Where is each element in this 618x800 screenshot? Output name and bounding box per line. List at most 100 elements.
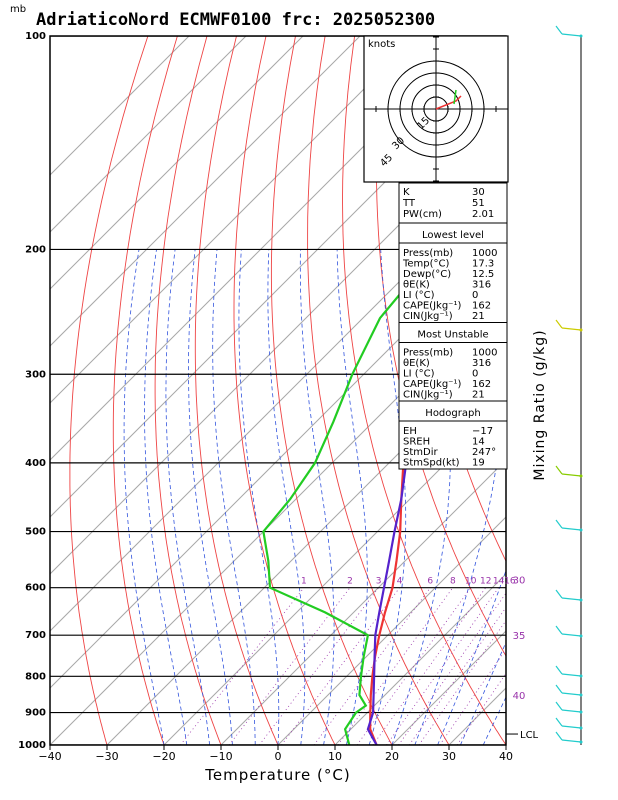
lowest-level-row-value: 0 [472,290,478,301]
wind-barb-dot [579,693,583,697]
lowest-level-heading: Lowest level [422,230,484,241]
moist-adiabat-line [144,249,188,745]
moist-adiabat-line [336,249,368,745]
wind-barb-flag [555,465,563,475]
moist-adiabats [123,249,506,745]
mixing-ratio-line [372,587,487,745]
wind-barb-flag [555,665,563,675]
y-tick-label: 400 [25,458,46,469]
lowest-level-row-value: 21 [472,311,485,322]
theta-labels: 35 40 30 [513,576,526,702]
lowest-level-row-label: CIN(Jkg⁻¹) [403,311,453,322]
x-tick-label: −40 [38,750,61,763]
isotherm-line [50,36,247,233]
x-tick-label: 0 [275,750,282,763]
hodograph-trace [453,89,457,105]
isotherm-line [163,402,506,745]
hodograph-stats-row-label: StmSpd(kt) [403,458,460,469]
right-axis-label: Mixing Ratio (g/kg) [532,329,548,480]
most-unstable-row-label: LI (°C) [403,369,435,380]
isotherm-line [50,36,304,290]
x-axis-label: Temperature (°C) [204,766,350,784]
isotherm-line [334,573,506,745]
hodograph-stats-row-value: 247° [472,447,496,458]
index-row-label: PW(cm) [403,209,442,220]
mixing-ratio-line [439,648,506,745]
mixing-ratio-line [418,619,506,745]
hodograph-trace [435,95,462,110]
hodograph-stats-box [398,400,508,470]
lowest-level-row-label: Dewp(°C) [403,269,451,280]
wind-barb [561,739,582,743]
mixing-ratio-line [386,587,499,745]
lowest-level-row-label: LI (°C) [403,290,435,301]
lowest-level-row-label: Temp(°C) [402,259,450,270]
x-tick-label: −30 [95,750,118,763]
index-row-label: TT [402,198,416,209]
y-tick-label: 700 [25,630,46,641]
dry-adiabat-line [112,36,178,745]
hodograph-stats-row-value: 14 [472,437,485,448]
dry-adiabat-line [342,36,506,745]
moist-adiabat-line [267,249,306,745]
mixing-ratio-label: 6 [427,577,433,587]
wind-barb-dot [579,34,583,38]
dry-adiabats [69,36,506,745]
lowest-level-row-value: 17.3 [472,259,494,270]
y-tick-label: 600 [25,583,46,594]
moist-adiabat-line [165,249,210,745]
theta-label: 35 [513,631,526,642]
y-tick-label: 800 [25,671,46,682]
x-tick-label: 40 [499,750,513,763]
mixing-ratio-line [356,587,472,745]
wind-barb [561,633,582,637]
wind-barb [561,673,582,677]
lowest-level-row-label: Press(mb) [403,248,453,259]
lowest-level-row-label: θE(K) [403,280,430,291]
mixing-ratio-line [313,587,431,745]
hodograph-stats-row-label: EH [403,426,417,437]
theta-label: 40 [513,691,526,702]
wind-barb-dot [579,598,583,602]
indices-panel: K 30 TT 51 PW(cm) 2.01 Lowest level Press(mb) 10… [398,182,508,470]
wind-barb [561,725,582,729]
mixing-ratio-line [281,587,400,745]
chart-title: AdriaticoNord ECMWF0100 frc: 2025052300 [36,10,436,30]
lowest-level-row-value: 1000 [472,248,497,259]
most-unstable-row-value: 316 [472,358,491,369]
isotherm-line [50,36,190,176]
mixing-ratio-lines [180,587,506,745]
moist-adiabat-line [299,249,335,745]
hodograph-unit-label: knots [368,39,395,50]
mixing-ratio-label: 8 [450,577,456,587]
index-row-value: 30 [472,187,485,198]
lowest-level-row-label: CAPE(Jkg⁻¹) [403,301,461,312]
x-axis-ticks: −40 −30 −20 −10 0 10 20 30 40 [38,745,513,763]
y-tick-label: 500 [25,527,46,538]
mixing-ratio-label: 16 [504,577,516,587]
wind-barb [561,473,582,477]
hodograph-stats-heading: Hodograph [425,408,480,419]
x-tick-label: −10 [209,750,232,763]
most-unstable-box [398,322,508,402]
y-tick-label: 900 [25,708,46,719]
index-row-value: 2.01 [472,209,494,220]
y-tick-label: 1000 [18,740,46,751]
x-tick-label: 20 [385,750,399,763]
wind-barb-dot [579,528,583,532]
wind-barb-flag [555,701,563,711]
isotherm-line [50,36,361,347]
mixing-ratio-label: 10 [465,577,477,587]
wind-barb-dot [579,740,583,744]
wind-barb [561,692,582,696]
plot-area [50,36,506,745]
mixing-ratio-label: 12 [480,577,491,587]
most-unstable-row-value: 21 [472,390,485,401]
wind-barb-flag [555,717,563,727]
profile-line-1 [262,162,506,745]
wind-barb-flag [555,731,563,741]
wind-barb-flag [555,684,563,694]
